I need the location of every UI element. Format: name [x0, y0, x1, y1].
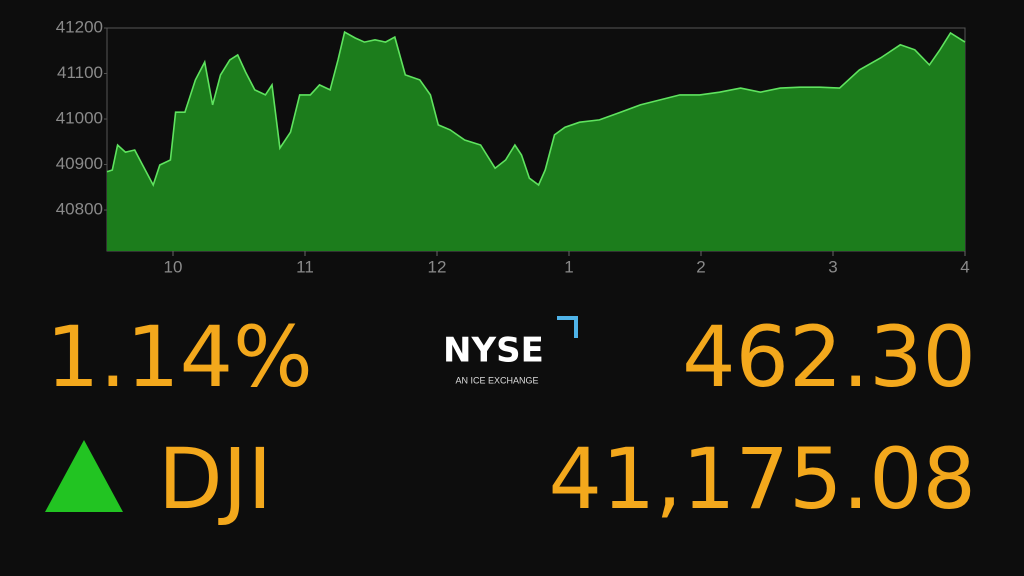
x-tick-label: 12: [428, 257, 447, 276]
x-tick-label: 1: [564, 257, 573, 276]
area: [107, 32, 965, 251]
up-arrow: [45, 440, 123, 512]
change-percent: 1.14%: [46, 308, 313, 406]
y-tick-label: 40900: [56, 154, 103, 173]
x-tick-label: 2: [696, 257, 705, 276]
exchange-logo: NYSE: [443, 331, 544, 371]
line: [106, 30, 966, 188]
y-tick-label: 41000: [56, 109, 103, 128]
logo-corner: [557, 316, 578, 338]
x-tick-label: 4: [960, 257, 969, 276]
symbol: DJI: [158, 430, 272, 528]
exchange-tagline: AN ICE EXCHANGE: [455, 375, 538, 385]
x-tick-label: 11: [296, 257, 314, 276]
y-tick-label: 40800: [56, 200, 103, 219]
x-tick-label: 10: [164, 257, 183, 276]
y-tick-label: 41200: [56, 17, 103, 36]
x-tick-label: 3: [828, 257, 837, 276]
index-value: 41,175.08: [548, 430, 976, 528]
points-change: 462.30: [682, 308, 976, 406]
y-tick-label: 41100: [57, 63, 103, 82]
